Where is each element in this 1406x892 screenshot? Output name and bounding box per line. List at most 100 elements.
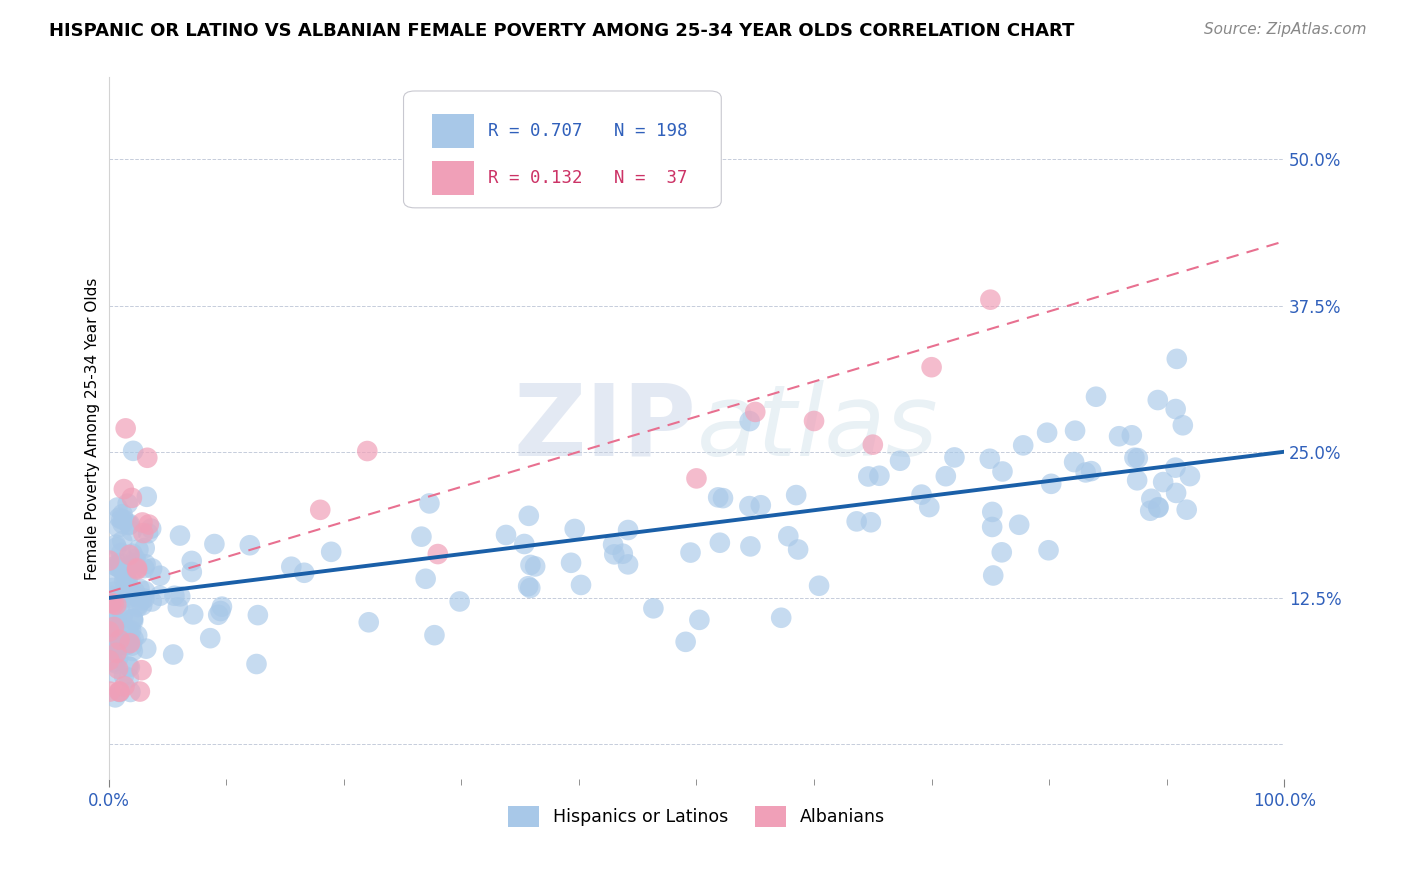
Albanians	[108, 684, 131, 698]
Hispanics or Latinos	[115, 579, 138, 593]
Hispanics or Latinos	[1108, 429, 1130, 443]
Hispanics or Latinos	[858, 469, 880, 483]
Hispanics or Latinos	[141, 522, 163, 536]
Albanians	[114, 679, 136, 693]
Hispanics or Latinos	[117, 659, 139, 673]
Hispanics or Latinos	[1178, 469, 1201, 483]
Hispanics or Latinos	[107, 520, 129, 534]
Hispanics or Latinos	[602, 538, 624, 552]
Hispanics or Latinos	[100, 665, 122, 680]
Text: R = 0.707   N = 198: R = 0.707 N = 198	[488, 122, 688, 140]
Hispanics or Latinos	[149, 568, 172, 582]
Hispanics or Latinos	[1175, 502, 1198, 516]
Hispanics or Latinos	[117, 591, 139, 605]
Hispanics or Latinos	[127, 542, 149, 557]
Albanians	[132, 526, 155, 541]
Hispanics or Latinos	[111, 610, 134, 624]
Hispanics or Latinos	[107, 640, 129, 654]
Hispanics or Latinos	[107, 638, 129, 652]
Hispanics or Latinos	[121, 547, 143, 561]
Hispanics or Latinos	[118, 559, 141, 574]
Albanians	[136, 450, 159, 465]
Hispanics or Latinos	[104, 558, 127, 573]
Hispanics or Latinos	[560, 556, 582, 570]
Hispanics or Latinos	[245, 657, 267, 671]
Hispanics or Latinos	[104, 538, 127, 552]
Hispanics or Latinos	[778, 529, 800, 543]
Albanians	[98, 624, 121, 639]
Hispanics or Latinos	[1147, 500, 1170, 515]
Hispanics or Latinos	[239, 538, 262, 552]
Hispanics or Latinos	[211, 599, 233, 614]
Hispanics or Latinos	[617, 523, 640, 537]
Hispanics or Latinos	[738, 414, 761, 428]
Albanians	[921, 360, 943, 375]
Hispanics or Latinos	[103, 623, 125, 637]
Albanians	[426, 547, 449, 561]
Hispanics or Latinos	[128, 582, 150, 596]
Hispanics or Latinos	[859, 515, 882, 529]
Hispanics or Latinos	[107, 650, 129, 665]
Hispanics or Latinos	[1126, 473, 1149, 487]
Albanians	[744, 405, 766, 419]
Albanians	[114, 421, 136, 435]
Hispanics or Latinos	[707, 491, 730, 505]
Hispanics or Latinos	[134, 541, 156, 555]
Hispanics or Latinos	[131, 593, 153, 607]
Hispanics or Latinos	[134, 591, 156, 606]
Hispanics or Latinos	[110, 546, 132, 560]
Albanians	[803, 414, 825, 428]
Hispanics or Latinos	[990, 545, 1012, 559]
Hispanics or Latinos	[935, 469, 957, 483]
Hispanics or Latinos	[122, 614, 145, 628]
Hispanics or Latinos	[111, 634, 134, 648]
Hispanics or Latinos	[1147, 500, 1170, 515]
Hispanics or Latinos	[135, 641, 157, 656]
Text: R = 0.132   N =  37: R = 0.132 N = 37	[488, 169, 688, 187]
Hispanics or Latinos	[112, 513, 135, 527]
Hispanics or Latinos	[979, 451, 1001, 466]
Hispanics or Latinos	[1074, 466, 1097, 480]
Hispanics or Latinos	[495, 528, 517, 542]
Albanians	[112, 482, 135, 496]
Hispanics or Latinos	[112, 574, 135, 588]
Hispanics or Latinos	[603, 547, 626, 561]
Hispanics or Latinos	[118, 518, 141, 533]
Hispanics or Latinos	[1080, 464, 1102, 478]
Hispanics or Latinos	[612, 547, 634, 561]
Hispanics or Latinos	[785, 488, 807, 502]
Hispanics or Latinos	[449, 594, 471, 608]
Hispanics or Latinos	[121, 524, 143, 538]
Hispanics or Latinos	[1139, 504, 1161, 518]
Hispanics or Latinos	[111, 507, 134, 521]
Albanians	[309, 503, 332, 517]
Hispanics or Latinos	[787, 542, 810, 557]
Hispanics or Latinos	[115, 637, 138, 651]
Hispanics or Latinos	[101, 596, 124, 610]
Albanians	[131, 516, 153, 530]
Hispanics or Latinos	[569, 578, 592, 592]
Hispanics or Latinos	[207, 607, 229, 622]
Hispanics or Latinos	[107, 557, 129, 571]
Albanians	[98, 553, 121, 567]
Hispanics or Latinos	[110, 562, 132, 576]
Hispanics or Latinos	[200, 631, 222, 645]
Hispanics or Latinos	[1064, 424, 1087, 438]
Hispanics or Latinos	[517, 508, 540, 523]
Hispanics or Latinos	[1040, 476, 1063, 491]
Albanians	[103, 597, 125, 611]
Hispanics or Latinos	[1152, 475, 1174, 489]
Hispanics or Latinos	[889, 454, 911, 468]
Hispanics or Latinos	[321, 545, 343, 559]
Hispanics or Latinos	[181, 607, 204, 622]
Hispanics or Latinos	[519, 558, 541, 572]
Hispanics or Latinos	[120, 685, 142, 699]
Hispanics or Latinos	[108, 601, 131, 615]
Hispanics or Latinos	[107, 500, 129, 515]
Hispanics or Latinos	[107, 642, 129, 657]
Hispanics or Latinos	[112, 564, 135, 578]
Hispanics or Latinos	[104, 690, 127, 705]
Hispanics or Latinos	[112, 591, 135, 605]
Hispanics or Latinos	[1164, 460, 1187, 475]
Hispanics or Latinos	[1140, 491, 1163, 506]
